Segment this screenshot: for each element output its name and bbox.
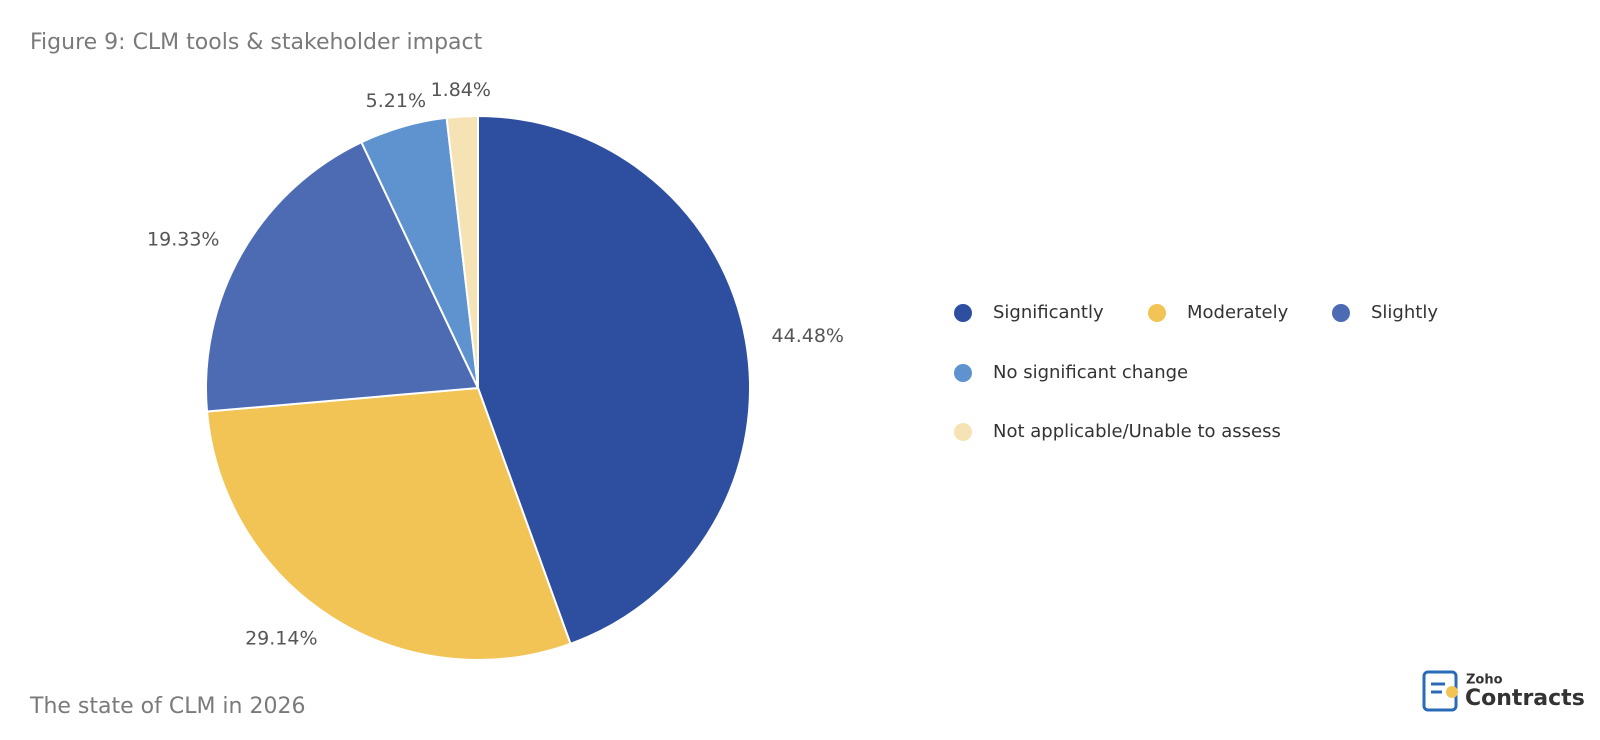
logo-brand: Zoho: [1466, 673, 1503, 688]
logo-badge: [1446, 686, 1458, 698]
pie-slice: [205, 386, 572, 661]
data-label: 29.14%: [245, 628, 317, 650]
legend-marker: [954, 423, 972, 441]
footer: The state of CLM in 2026: [29, 694, 305, 719]
pie-slice: [477, 114, 751, 646]
data-label: 44.48%: [772, 325, 844, 347]
legend-marker: [954, 304, 972, 322]
data-label: 19.33%: [147, 228, 219, 250]
legend-label: Moderately: [1187, 302, 1289, 323]
data-label: 5.21%: [366, 90, 426, 112]
pie-slice: [445, 114, 479, 389]
legend-label: No significant change: [993, 362, 1188, 383]
data-label: 1.84%: [431, 79, 491, 101]
logo-product: Contracts: [1465, 686, 1585, 711]
legend-marker: [1148, 304, 1166, 322]
legend-marker: [954, 364, 972, 382]
logo: Zoho Contracts: [1422, 670, 1585, 712]
legend-label: Significantly: [993, 302, 1104, 323]
legend-label: Not applicable/Unable to assess: [993, 421, 1281, 442]
legend-label: Slightly: [1371, 302, 1438, 323]
legend-marker: [1332, 304, 1350, 322]
chart-title: Figure 9: CLM tools & stakeholder impact: [30, 30, 483, 55]
pie-slice: [205, 140, 480, 413]
